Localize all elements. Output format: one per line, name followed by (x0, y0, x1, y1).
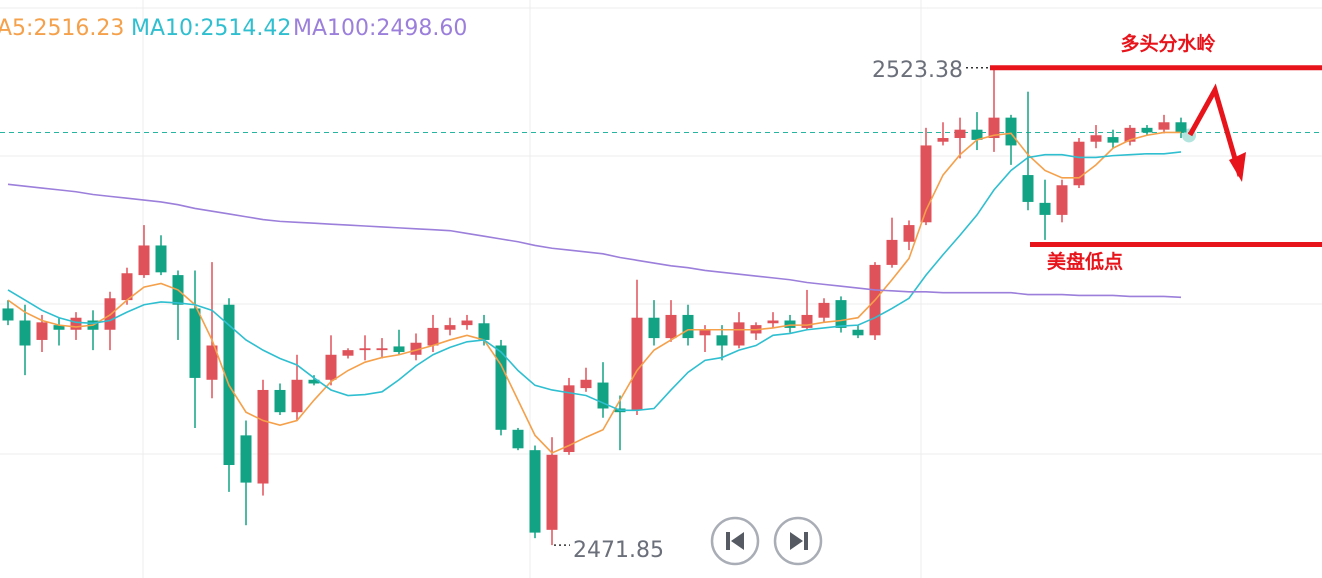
candle-body (36, 322, 48, 340)
ma-line (7, 131, 1181, 454)
arrow (1187, 83, 1243, 177)
candle-body (138, 245, 150, 276)
candle-body (410, 342, 422, 355)
candle-body (801, 314, 813, 328)
candle-body (53, 325, 65, 330)
candle-body (903, 225, 915, 242)
candle-body (971, 129, 983, 140)
candle-body (1124, 127, 1136, 142)
candle-body (733, 322, 745, 346)
candle-body (342, 350, 354, 356)
ma-line (7, 151, 1182, 412)
candle-body (631, 317, 643, 411)
candle-body (1175, 122, 1187, 133)
candle-body (1005, 117, 1017, 146)
candle-body (954, 129, 966, 139)
candle-body (1141, 127, 1153, 133)
legend-ma100: MA100:2498.60 (293, 16, 467, 41)
candle-body (478, 323, 490, 340)
icon (731, 532, 744, 550)
candle-body (70, 317, 82, 330)
legend-ma10: MA10:2514.42 (131, 16, 291, 41)
arrow-head (1229, 152, 1246, 182)
candle-body (495, 345, 507, 430)
candle-body (852, 329, 864, 336)
level-label: 美盘低点 (1047, 250, 1123, 273)
candle-body (1090, 135, 1102, 142)
next-button[interactable] (773, 516, 823, 566)
candle-body (886, 239, 898, 265)
candle-body (427, 327, 439, 346)
plot: 2523.38 2471.85 (0, 58, 1322, 563)
candle-body (257, 389, 269, 484)
candle-body (1073, 141, 1085, 186)
icon (726, 532, 730, 550)
candle-body (2, 308, 14, 321)
candle-body (699, 329, 711, 336)
candle-body (121, 273, 133, 301)
candle-body (682, 314, 694, 339)
candle-body (461, 320, 473, 326)
candle-body (818, 302, 830, 318)
icon (790, 532, 803, 550)
candle-body (597, 382, 609, 409)
candle-body (444, 325, 456, 330)
candle-body (376, 348, 388, 351)
legend-ma5: MA5:2516.23 (0, 16, 124, 41)
ma-line (7, 183, 1182, 299)
candle-body (716, 335, 728, 346)
candle-body (308, 379, 320, 384)
candle-body (291, 379, 303, 413)
prev-button[interactable] (710, 516, 760, 566)
candle-body (784, 320, 796, 328)
candle-body (937, 138, 949, 142)
candle-body (580, 379, 592, 389)
icon (804, 532, 808, 550)
candle-body (988, 117, 1000, 139)
high-label: 2523.38 (872, 58, 963, 83)
low-label: 2471.85 (573, 538, 664, 563)
level-label: 多头分水岭 (1120, 32, 1215, 55)
candle-body (920, 145, 932, 223)
candle-body (274, 389, 286, 413)
candle-body (19, 320, 31, 346)
candle-body (325, 354, 337, 380)
candle-body (1107, 137, 1119, 143)
candle-body (206, 345, 218, 380)
candle-body (359, 348, 371, 351)
candle-body (393, 346, 405, 352)
candle-body (767, 320, 779, 324)
candle-body (189, 308, 201, 378)
candle-body (1022, 175, 1034, 202)
candle-body (665, 314, 677, 339)
candle-body (1158, 122, 1170, 130)
candle-body (512, 429, 524, 449)
candle-body (155, 245, 167, 273)
candle-body (835, 300, 847, 328)
candle-body (529, 450, 541, 533)
candle-body (546, 454, 558, 530)
candle-body (1039, 202, 1051, 215)
candle-body (240, 435, 252, 483)
candle-body (648, 317, 660, 339)
candle-body (563, 385, 575, 453)
candle-body (1056, 185, 1068, 215)
